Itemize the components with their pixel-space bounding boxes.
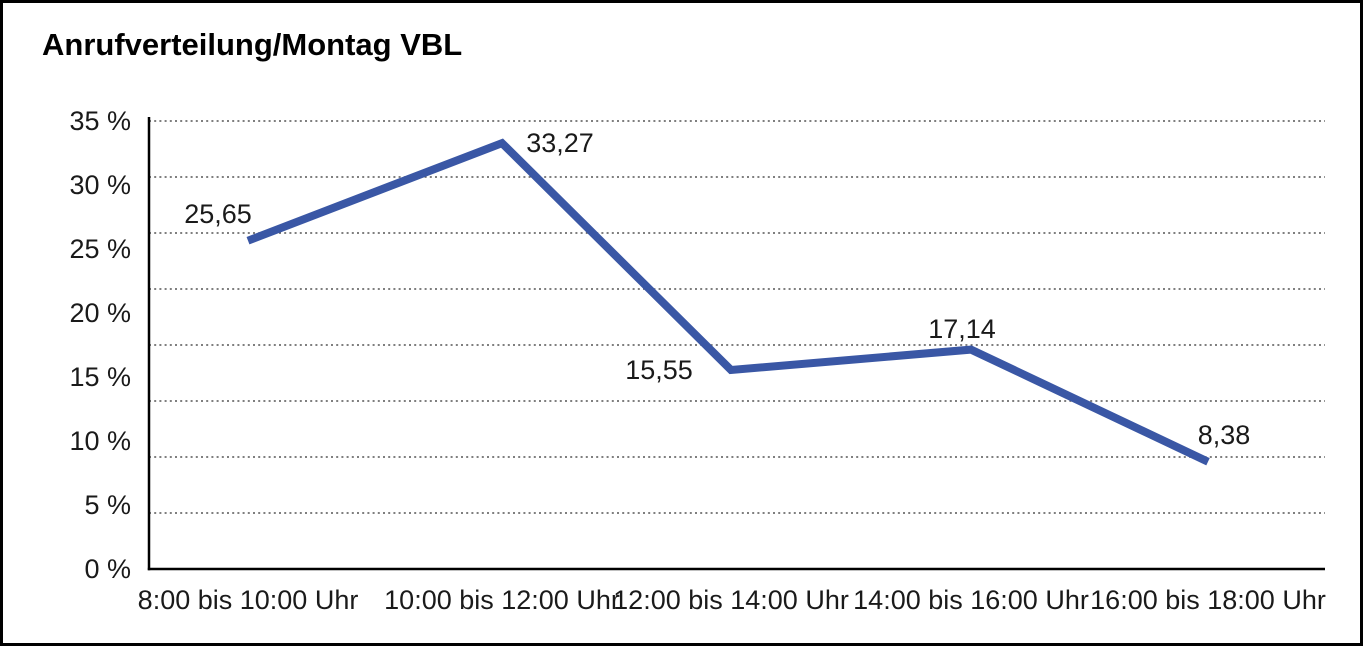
x-tick-label-1: 10:00 bis 12:00 Uhr (384, 585, 620, 615)
chart-title: Anrufverteilung/Montag VBL (42, 27, 463, 62)
y-tick-label-30: 30 % (69, 170, 131, 200)
y-tick-label-5: 5 % (84, 490, 131, 520)
x-tick-label-4: 16:00 bis 18:00 Uhr (1090, 585, 1326, 615)
line-chart-plot-area (147, 117, 1325, 571)
x-tick-label-0: 8:00 bis 10:00 Uhr (137, 585, 359, 615)
y-tick-label-15: 15 % (69, 362, 131, 392)
y-tick-label-35: 35 % (69, 106, 131, 136)
data-value-label-1: 33,27 (526, 128, 594, 159)
x-tick-label-3: 14:00 bis 16:00 Uhr (853, 585, 1089, 615)
data-value-label-3: 17,14 (928, 313, 996, 344)
y-tick-label-0: 0 % (84, 554, 131, 584)
x-tick-label-2: 12:00 bis 14:00 Uhr (613, 585, 849, 615)
y-tick-label-10: 10 % (69, 426, 131, 456)
y-tick-label-20: 20 % (69, 298, 131, 328)
data-value-label-0: 25,65 (184, 198, 252, 229)
y-tick-label-25: 25 % (69, 234, 131, 264)
data-value-label-4: 8,38 (1197, 419, 1251, 450)
data-series-line (246, 138, 1210, 466)
data-value-label-2: 15,55 (625, 354, 693, 385)
